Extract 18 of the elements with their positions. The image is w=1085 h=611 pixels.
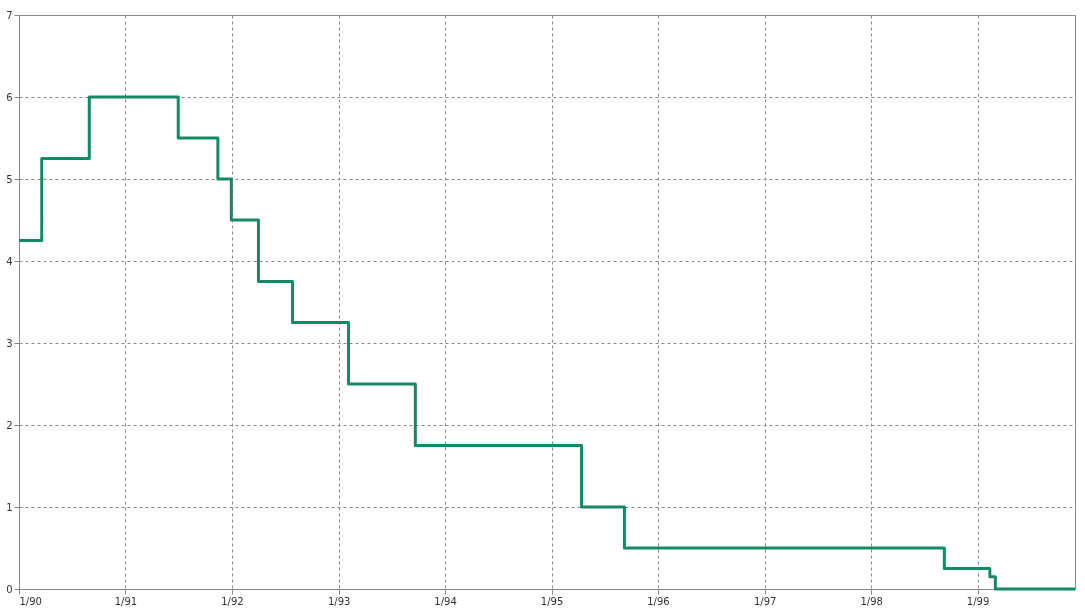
x-tick-label: 1/92 [221,595,244,607]
x-tick-label: 1/99 [966,595,990,607]
y-tick-label: 6 [6,91,13,103]
x-tick-label: 1/93 [327,595,351,607]
y-tick-label: 7 [6,9,13,21]
x-tick-label: 1/96 [647,595,670,607]
x-tick-label: 1/90 [19,595,42,607]
x-tick-label: 1/95 [540,595,564,607]
x-tick-label: 1/91 [114,595,138,607]
y-tick-label: 5 [6,173,13,185]
y-tick-label: 3 [6,337,13,349]
y-tick-label: 1 [6,501,13,513]
y-tick-label: 4 [6,255,13,267]
x-tick-label: 1/94 [434,595,457,607]
x-tick-label: 1/97 [753,595,777,607]
y-tick-label: 0 [6,583,13,595]
y-tick-label: 2 [6,419,13,431]
x-tick-label: 1/98 [860,595,883,607]
